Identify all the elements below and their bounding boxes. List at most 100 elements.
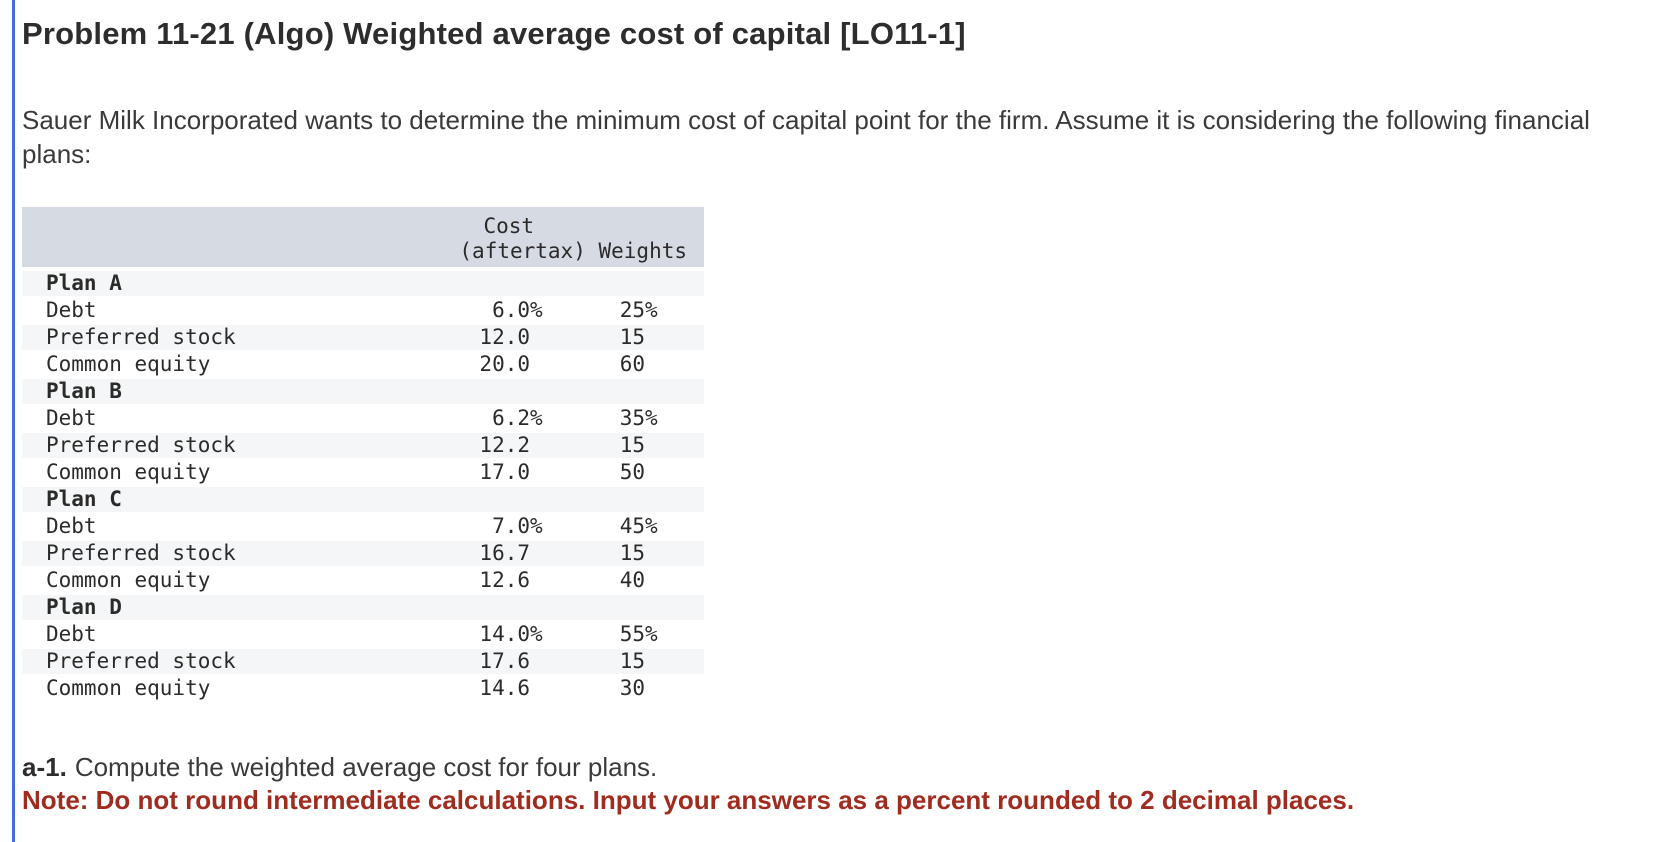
- weight-value: 25: [619, 298, 646, 322]
- cost-cell: 14.6: [382, 676, 545, 703]
- table-row: Debt 6.0% 25%: [22, 298, 705, 325]
- weight-value: 55: [619, 622, 646, 646]
- weight-cell: 15: [545, 649, 705, 676]
- table-row-plan-b: Plan B: [22, 379, 705, 406]
- cost-value: 12.0: [479, 325, 530, 349]
- header-blank-cell: [22, 207, 382, 271]
- financial-plans-table-wrap: Cost (aftertax) Weights Plan A Debt 6.0% …: [22, 207, 705, 703]
- question-number: a-1.: [22, 752, 67, 782]
- table-row: Preferred stock 12.2 15: [22, 433, 705, 460]
- cost-value: 12.6: [479, 568, 530, 592]
- weight-percent-sign: %: [645, 298, 658, 322]
- header-cost-label: Cost: [483, 214, 535, 238]
- row-label: Plan D: [22, 595, 382, 622]
- cost-cell: [382, 271, 545, 298]
- problem-statement: Sauer Milk Incorporated wants to determi…: [22, 105, 1590, 169]
- row-label: Plan B: [22, 379, 382, 406]
- cost-cell: 6.0%: [382, 298, 545, 325]
- cost-percent-sign: %: [530, 514, 543, 538]
- row-label: Preferred stock: [22, 541, 382, 568]
- cost-value: 6.0: [492, 298, 530, 322]
- row-label: Common equity: [22, 568, 382, 595]
- weight-cell: 15: [545, 433, 705, 460]
- weight-value: 40: [619, 568, 646, 592]
- row-label: Preferred stock: [22, 433, 382, 460]
- page-title: Problem 11-21 (Algo) Weighted average co…: [22, 16, 966, 51]
- weight-cell: 45%: [545, 514, 705, 541]
- weight-value: 45: [619, 514, 646, 538]
- table-row: Preferred stock 12.0 15: [22, 325, 705, 352]
- cost-cell: 6.2%: [382, 406, 545, 433]
- cost-value: 20.0: [479, 352, 530, 376]
- cost-cell: 12.6: [382, 568, 545, 595]
- left-accent-bar: [12, 0, 15, 842]
- row-label: Debt: [22, 406, 382, 433]
- cost-cell: [382, 487, 545, 514]
- header-spacer: [586, 239, 599, 263]
- cost-cell: 12.0: [382, 325, 545, 352]
- weight-cell: 15: [545, 325, 705, 352]
- cost-cell: 7.0%: [382, 514, 545, 541]
- weight-cell: 40: [545, 568, 705, 595]
- question-section: a-1. Compute the weighted average cost fo…: [22, 751, 1640, 817]
- table-row: Preferred stock 16.7 15: [22, 541, 705, 568]
- cost-percent-sign: %: [530, 298, 543, 322]
- cost-cell: 20.0: [382, 352, 545, 379]
- note-line: Note: Do not round intermediate calculat…: [22, 785, 1355, 815]
- table-row-plan-d: Plan D: [22, 595, 705, 622]
- weight-percent-sign: %: [645, 622, 658, 646]
- cost-cell: 16.7: [382, 541, 545, 568]
- cost-value: 14.0: [479, 622, 530, 646]
- cost-cell: [382, 595, 545, 622]
- table-row: Debt 14.0% 55%: [22, 622, 705, 649]
- table-row-plan-a: Plan A: [22, 271, 705, 298]
- weight-percent-sign: %: [645, 514, 658, 538]
- cost-cell: 17.0: [382, 460, 545, 487]
- weight-cell: 60: [545, 352, 705, 379]
- table-row: Common equity 17.0 50: [22, 460, 705, 487]
- weight-percent-sign: %: [645, 406, 658, 430]
- table-row: Debt 7.0% 45%: [22, 514, 705, 541]
- cost-value: 16.7: [479, 541, 530, 565]
- table-row: Common equity 14.6 30: [22, 676, 705, 703]
- row-label: Common equity: [22, 460, 382, 487]
- table-row-plan-c: Plan C: [22, 487, 705, 514]
- weight-value: 60: [619, 352, 646, 376]
- cost-value: 12.2: [479, 433, 530, 457]
- weight-cell: 35%: [545, 406, 705, 433]
- weight-cell: [545, 595, 705, 622]
- header-aftertax-label: (aftertax): [459, 239, 586, 263]
- row-label: Common equity: [22, 676, 382, 703]
- row-label: Debt: [22, 622, 382, 649]
- header-cost-weights-cell: Cost (aftertax) Weights: [382, 207, 705, 271]
- header-aftertax-weights-label: (aftertax) Weights: [382, 239, 704, 264]
- weight-cell: 25%: [545, 298, 705, 325]
- table-row: Common equity 12.6 40: [22, 568, 705, 595]
- weight-cell: 15: [545, 541, 705, 568]
- row-label: Debt: [22, 298, 382, 325]
- weight-cell: [545, 379, 705, 406]
- weight-cell: 30: [545, 676, 705, 703]
- weight-value: 15: [619, 541, 646, 565]
- weight-cell: [545, 271, 705, 298]
- cost-cell: 12.2: [382, 433, 545, 460]
- table-row: Debt 6.2% 35%: [22, 406, 705, 433]
- weight-cell: 50: [545, 460, 705, 487]
- cost-value: 17.6: [479, 649, 530, 673]
- row-label: Debt: [22, 514, 382, 541]
- cost-value: 7.0: [492, 514, 530, 538]
- table-row: Common equity 20.0 60: [22, 352, 705, 379]
- cost-cell: [382, 379, 545, 406]
- weight-value: 15: [619, 649, 646, 673]
- row-label: Plan A: [22, 271, 382, 298]
- weight-cell: [545, 487, 705, 514]
- question-text: Compute the weighted average cost for fo…: [74, 752, 658, 782]
- row-label: Preferred stock: [22, 325, 382, 352]
- weight-value: 15: [619, 433, 646, 457]
- row-label: Preferred stock: [22, 649, 382, 676]
- weight-value: 30: [619, 676, 646, 700]
- row-label: Plan C: [22, 487, 382, 514]
- weight-value: 15: [619, 325, 646, 349]
- financial-plans-table: Cost (aftertax) Weights Plan A Debt 6.0% …: [22, 207, 705, 703]
- weight-value: 35: [619, 406, 646, 430]
